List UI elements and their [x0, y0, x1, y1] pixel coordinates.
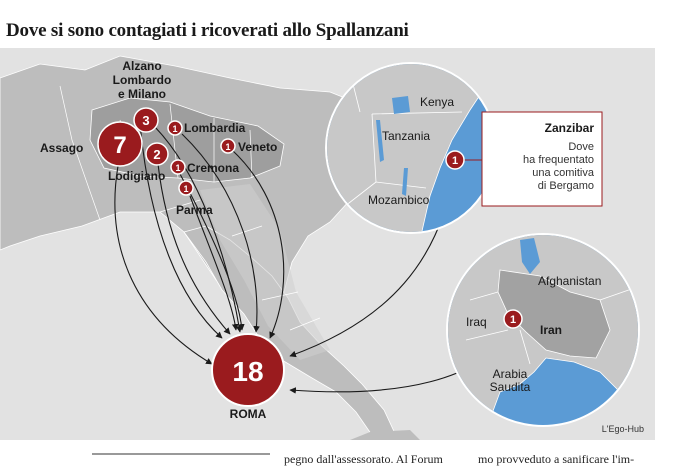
label-iran: Iran: [540, 323, 562, 337]
lbl-alzano-line: e Milano: [118, 87, 166, 101]
zanzibar-callout: Zanzibar Dove ha frequentato una comitiva d…: [462, 111, 603, 207]
label-kenya: Kenya: [420, 95, 454, 109]
callout-body-line: una comitiva: [532, 167, 595, 179]
label-lombardia: Lombardia: [184, 121, 246, 135]
iran-borders: [465, 285, 638, 365]
lbl-alzano-line: Alzano: [122, 59, 161, 73]
lake-malawi: [402, 168, 408, 196]
lbl-arabia-line: Saudita: [490, 380, 531, 394]
article-snippet-right: mo provveduto a sanificare l'im-: [478, 452, 635, 466]
case-markers: 7 3 2 1 1 1 1: [97, 107, 523, 407]
label-mozambico: Mozambico: [368, 193, 430, 207]
label-roma: ROMA: [230, 407, 267, 421]
lbl-alzano-line: Lombardo: [113, 73, 172, 87]
marker-parma: 1: [178, 180, 194, 196]
marker-alzano: 3: [133, 107, 159, 133]
flow-arrow: [149, 121, 243, 333]
flow-arrow: [231, 149, 285, 339]
marker-iran-count: 1: [510, 314, 516, 326]
marker-roma-count: 18: [232, 356, 263, 387]
label-tanzania: Tanzania: [382, 129, 430, 143]
iran-highlight: [497, 269, 611, 359]
label-veneto: Veneto: [238, 140, 277, 154]
label-parma: Parma: [176, 203, 213, 217]
marker-roma: 18: [211, 333, 285, 407]
marker-iran: 1: [503, 309, 523, 329]
flow-arrow: [157, 163, 231, 335]
label-alzano-lombardo-e-milano: Alzano Lombardo e Milano: [113, 59, 172, 101]
place-labels: Alzano Lombardo e Milano Assago Lodigiano …: [40, 59, 601, 421]
callout-body-line: di Bergamo: [538, 180, 594, 192]
africa-land: [327, 64, 495, 232]
callout-body-line: Dove: [568, 141, 594, 153]
callout-title: Zanzibar: [545, 121, 595, 135]
africa-borders: [339, 71, 463, 211]
label-arabia-saudita: Arabia Saudita: [490, 367, 531, 394]
marker-alzano-count: 3: [142, 113, 149, 128]
flow-arrow: [181, 133, 260, 333]
marker-zanzibar: 1: [445, 150, 465, 170]
label-cremona: Cremona: [187, 161, 239, 175]
callout-body-line: ha frequentato: [523, 154, 594, 166]
africa-inset: [325, 62, 497, 234]
flow-arrow: [189, 195, 239, 331]
marker-lodigiano: 2: [145, 142, 169, 166]
label-iraq: Iraq: [466, 315, 487, 329]
callout-text: Dove ha frequentato una comitiva di Bergamo: [523, 141, 595, 192]
marker-cremona-count: 1: [175, 163, 180, 173]
article-snippet-left: pegno dall'assessorato. Al Forum: [284, 452, 443, 466]
grey-band-region: [200, 184, 330, 360]
marker-lombardia-count: 1: [172, 124, 177, 134]
caspian-sea: [520, 238, 540, 274]
label-lodigiano: Lodigiano: [108, 169, 165, 183]
marker-assago-count: 7: [113, 132, 126, 159]
marker-parma-count: 1: [183, 184, 188, 194]
lbl-arabia-line: Arabia: [493, 367, 528, 381]
marker-zanzibar-count: 1: [452, 155, 458, 167]
iran-inset: [446, 233, 640, 427]
lake-tanganyika: [376, 120, 384, 162]
marker-veneto: 1: [220, 138, 236, 154]
callout-box: [481, 111, 603, 207]
flow-arrow: [139, 123, 223, 339]
marker-assago: 7: [97, 121, 143, 167]
sicily-hint: [350, 430, 420, 440]
label-afghanistan: Afghanistan: [538, 274, 601, 288]
source-credit: L'Ego-Hub: [601, 424, 644, 434]
marker-veneto-count: 1: [225, 142, 230, 152]
label-assago: Assago: [40, 141, 83, 155]
marker-lodigiano-count: 2: [153, 147, 160, 162]
marker-cremona: 1: [170, 159, 186, 175]
lake-victoria: [392, 96, 410, 114]
infographic-title: Dove si sono contagiati i ricoverati all…: [6, 20, 409, 41]
flow-arrow: [114, 165, 213, 365]
marker-lombardia: 1: [167, 120, 183, 136]
